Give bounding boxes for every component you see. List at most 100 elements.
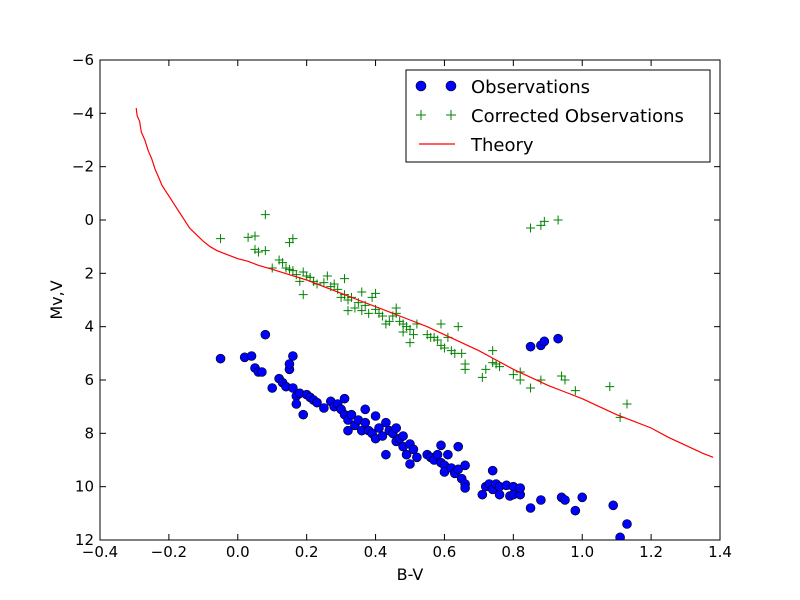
observation-point xyxy=(360,417,371,428)
corrected-observation-point xyxy=(515,375,525,385)
y-tick-label: −4 xyxy=(72,104,94,122)
corrected-observation-point xyxy=(260,246,270,256)
observation-point xyxy=(246,351,257,361)
x-tick-label: 1.4 xyxy=(708,543,732,561)
observation-point xyxy=(408,444,419,455)
observation-point xyxy=(319,403,329,413)
observation-point xyxy=(436,440,446,451)
observation-point xyxy=(460,483,470,493)
corrected-observation-point xyxy=(216,234,226,244)
observation-point xyxy=(343,425,353,436)
observation-point xyxy=(477,489,488,500)
corrected-observation-point xyxy=(260,210,270,220)
legend-marker-circle xyxy=(415,80,427,92)
observation-point xyxy=(412,452,422,463)
corrected-observation-point xyxy=(371,288,381,298)
observation-point xyxy=(515,483,526,493)
corrected-observation-point xyxy=(340,274,350,284)
y-tick-label: 10 xyxy=(75,478,94,496)
observation-point xyxy=(291,399,302,409)
axis-ticks: −0.4 −0.2 0.0 0.2 0.4 0.6 0.8 1.0 1.2 1.4 −6 −4 −2 0 2… xyxy=(72,51,732,561)
observation-point xyxy=(346,409,357,420)
corrected-observation-point xyxy=(570,386,580,396)
observation-point xyxy=(615,532,625,540)
observation-point xyxy=(381,417,391,428)
corrected-observation-point xyxy=(508,370,518,380)
y-tick-label: −6 xyxy=(72,51,94,69)
corrected-observation-point xyxy=(539,216,549,226)
legend-marker-circle xyxy=(445,80,457,92)
corrected-observation-point xyxy=(408,330,418,340)
observation-point xyxy=(267,383,278,393)
corrected-observation-point xyxy=(350,303,360,313)
observation-point xyxy=(391,423,402,433)
x-tick-label: 0.4 xyxy=(364,543,388,561)
corrected-observation-point xyxy=(433,335,443,345)
legend-entry-corrected-observations: Corrected Observations xyxy=(416,106,684,127)
observation-point xyxy=(553,333,563,344)
y-tick-label: 12 xyxy=(75,531,94,549)
corrected-observation-point xyxy=(243,232,253,242)
legend-marker-plus xyxy=(416,110,456,120)
observation-point xyxy=(360,404,371,415)
observation-point xyxy=(260,329,271,340)
corrected-observation-point xyxy=(291,270,301,280)
corrected-observation-point xyxy=(322,271,332,281)
x-tick-label: 1.0 xyxy=(570,543,594,561)
data-layer xyxy=(135,107,714,540)
corrected-observation-point xyxy=(357,306,367,316)
y-tick-label: 0 xyxy=(84,211,94,229)
corrected-observation-point xyxy=(405,338,415,348)
x-tick-label: 0.2 xyxy=(295,543,319,561)
corrected-observation-point xyxy=(526,383,536,393)
y-tick-label: −2 xyxy=(72,158,94,176)
corrected-observation-point xyxy=(460,364,470,374)
legend-entry-observations: Observations xyxy=(415,77,590,98)
x-tick-label: 0.8 xyxy=(501,543,525,561)
y-tick-label: 2 xyxy=(84,264,94,282)
observation-point xyxy=(381,449,391,460)
corrected-observation-point xyxy=(364,308,374,318)
observation-point xyxy=(525,503,536,513)
corrected-observation-point xyxy=(488,346,498,356)
observation-point xyxy=(298,409,309,420)
observation-point xyxy=(405,459,415,469)
observation-point xyxy=(401,449,412,460)
x-tick-label: 0.6 xyxy=(433,543,457,561)
corrected-observation-point xyxy=(536,375,546,385)
corrected-observation-point xyxy=(357,287,367,297)
corrected-observation-point xyxy=(439,343,449,353)
corrected-observation-point xyxy=(250,231,260,241)
observation-point xyxy=(288,383,298,393)
corrected-observation-point xyxy=(553,215,563,225)
observation-point xyxy=(608,500,619,511)
observation-point xyxy=(288,351,298,361)
x-axis-label: B-V xyxy=(397,565,424,584)
plot-frame xyxy=(99,59,721,541)
y-tick-label: 4 xyxy=(84,318,94,336)
observation-point xyxy=(370,411,381,421)
x-tick-label: 1.2 xyxy=(639,543,663,561)
corrected-observation-point xyxy=(453,322,463,332)
observation-point xyxy=(570,505,581,516)
x-tick-label: 0.0 xyxy=(226,543,250,561)
observation-point xyxy=(494,489,505,500)
corrected-observation-point xyxy=(481,364,491,374)
corrected-observation-point xyxy=(436,319,446,329)
corrected-observation-point xyxy=(278,258,288,268)
observation-point xyxy=(622,519,632,529)
observation-point xyxy=(460,460,470,471)
observation-point xyxy=(536,495,546,505)
observation-point xyxy=(284,359,295,369)
observation-point xyxy=(257,367,267,377)
corrected-observation-point xyxy=(329,279,339,289)
corrected-observation-point xyxy=(405,324,415,334)
corrected-observation-point xyxy=(319,278,329,288)
observation-point xyxy=(525,341,536,352)
observation-point xyxy=(577,492,588,503)
corrected-observation-point xyxy=(377,311,387,321)
y-axis-label: Mv,V xyxy=(47,280,66,319)
observation-point xyxy=(374,423,384,433)
corrected-observation-point xyxy=(343,306,353,316)
